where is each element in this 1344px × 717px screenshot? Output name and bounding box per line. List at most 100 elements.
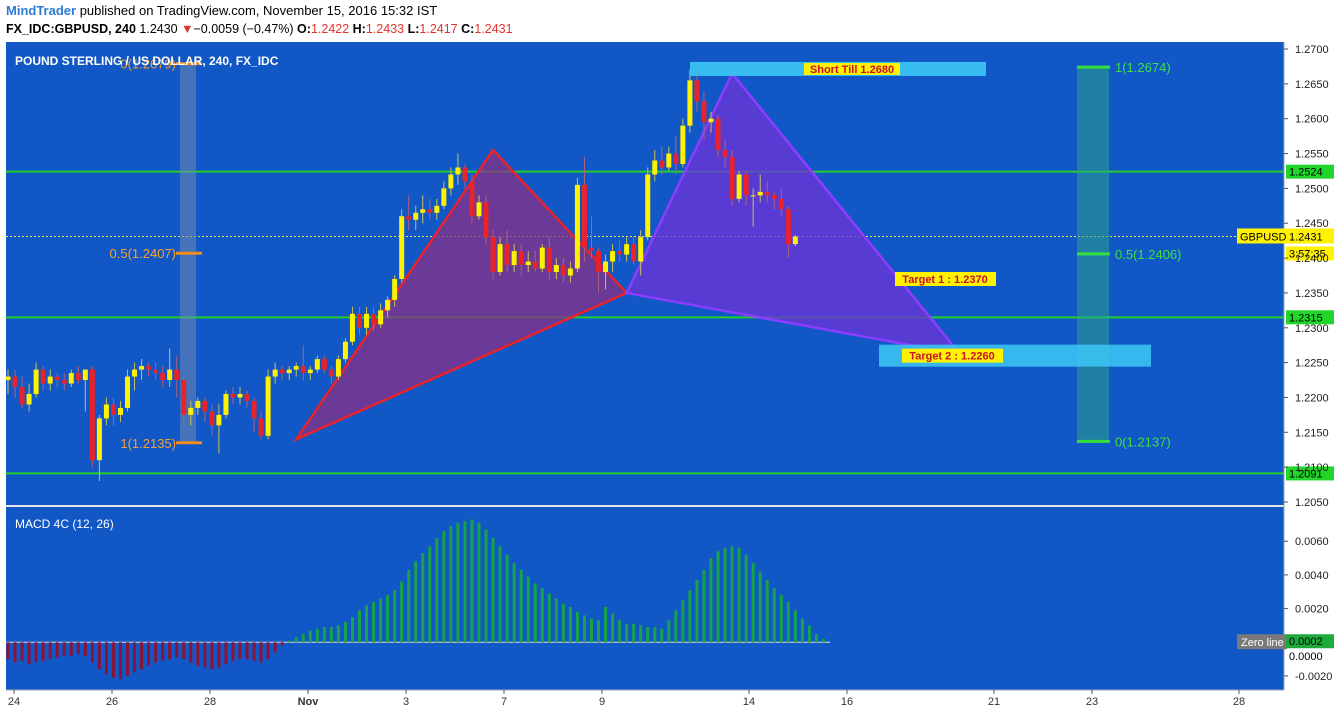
short-label-bg [804,62,900,75]
macd-bar [611,613,615,643]
macd-bar [266,642,270,660]
right-fib-label: 0.5(1.2406) [1115,247,1182,262]
candle-body [581,184,587,248]
macd-bar [308,630,312,643]
candle-body [174,369,180,381]
macd-bar [435,537,439,643]
macd-bar [751,563,755,643]
candle-body [314,359,320,370]
open-value: 1.2422 [310,22,350,36]
candle-body [778,198,784,210]
price-tick-label: 1.2350 [1295,288,1329,300]
candle-body [736,174,742,199]
candle-body [223,393,229,415]
candle-body [624,244,630,255]
price-tick-label: 1.2400 [1295,253,1329,265]
macd-bar [428,546,432,643]
candle-body [462,167,468,182]
candle-body [701,101,707,123]
candle-body [378,310,384,325]
macd-bar [175,642,179,658]
macd-bar [217,642,221,668]
macd-bar [667,620,671,643]
price-tick-label: 1.2050 [1295,497,1329,509]
macd-value-tag [1286,634,1334,649]
down-arrow-icon: ▼ [181,22,194,36]
candle-body [293,366,299,370]
date-tick-label: Nov [298,696,320,708]
macd-bar [231,642,235,661]
symbol-label[interactable]: FX_IDC:GBPUSD, 240 [6,22,136,36]
macd-value-label: 0.0002 [1289,636,1323,648]
ohlc-line: FX_IDC:GBPUSD, 240 1.2430 ▼−0.0059 (−0.4… [6,22,513,36]
macd-bar [491,537,495,643]
macd-bar [821,638,825,643]
candle-body [574,184,580,269]
macd-bar [737,547,741,643]
current-price-tag [1286,228,1334,244]
candle-body [146,366,152,370]
candle-body [33,369,39,394]
macd-bar [133,642,137,673]
price-tick-label: 1.2250 [1295,358,1329,370]
candle-body [258,418,264,436]
candle-body [47,376,53,384]
macd-bar [238,642,242,660]
level-price-label: 1.2315 [1289,312,1323,324]
macd-bar [372,601,376,643]
candle-body [567,268,573,276]
candle-body [652,160,658,175]
macd-bar [540,588,544,643]
candle-body [434,205,440,213]
macd-bar [386,595,390,643]
macd-bar [294,637,298,643]
date-tick-label: 16 [841,696,853,708]
macd-bar [674,610,678,643]
candle-body [553,265,559,273]
short-till-label: Short Till 1.2680 [810,64,894,76]
macd-bar [280,642,284,646]
candle-body [19,387,25,405]
candle-body [406,216,412,220]
macd-bar [575,611,579,643]
date-tick-label: 14 [743,696,755,708]
candle-body [645,174,651,238]
candle-body [588,247,594,252]
candle-body [96,418,102,461]
candle-body [504,244,510,266]
macd-zero-tag [1286,649,1334,664]
macd-bar [625,623,629,643]
date-tick-label: 26 [106,696,118,708]
candle-body [659,160,665,168]
symbol-tag [1237,228,1287,244]
candle-body [321,359,327,370]
candle-body [455,167,461,175]
macd-bar [301,633,305,643]
macd-bar [27,642,31,665]
publish-line: MindTrader published on TradingView.com,… [6,3,437,18]
macd-bar [632,623,636,643]
candle-body [117,407,123,415]
macd-bar [90,642,94,663]
date-tick-label: 24 [8,696,20,708]
candle-body [546,247,552,273]
macd-bar [118,642,122,680]
candle-body [715,118,721,151]
candle-body [307,369,313,374]
candle-body [265,376,271,436]
candle-body [757,191,763,196]
price-tick-label: 1.2200 [1295,392,1329,404]
published-text: published on TradingView.com, November 1… [79,3,438,18]
candle-body [610,251,616,262]
candle-body [631,244,637,262]
macd-bar [379,598,383,643]
candle-body [596,251,602,273]
macd-bar [498,546,502,643]
close-value: 1.2431 [474,22,513,36]
macd-bar [161,642,165,661]
macd-bar [168,642,172,660]
macd-bar [456,522,460,643]
author-link[interactable]: MindTrader [6,3,77,18]
macd-bar [772,588,776,643]
